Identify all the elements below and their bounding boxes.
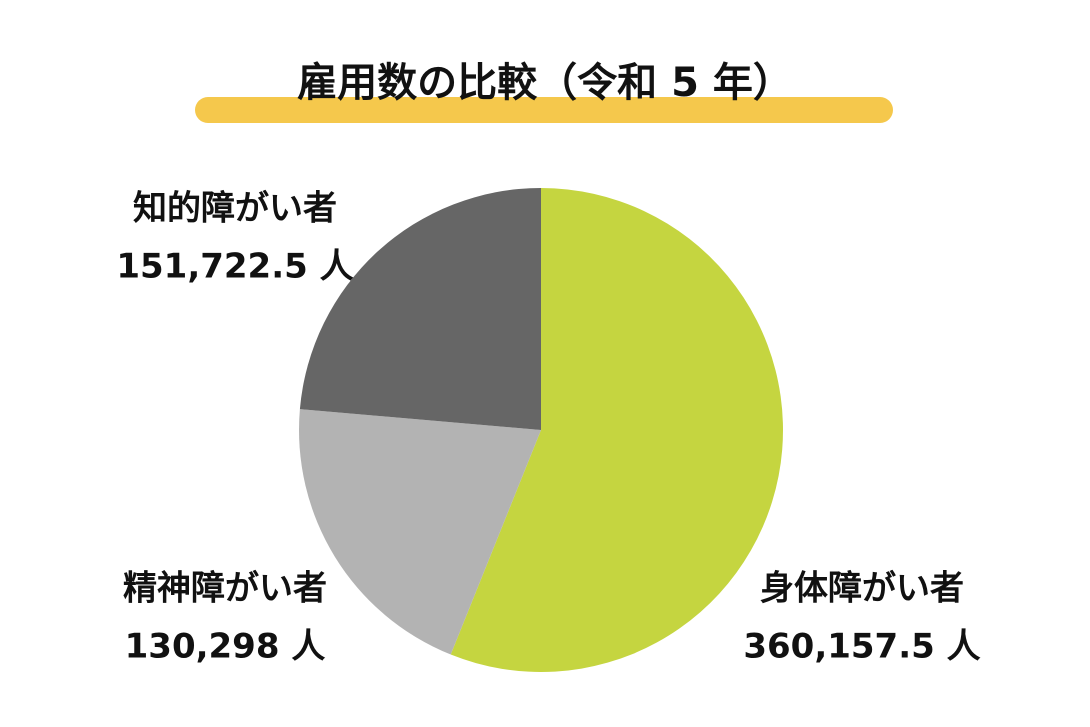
slice-category-label: 精神障がい者	[123, 569, 327, 609]
pie-slice	[450, 187, 784, 673]
chart-title: 雇用数の比較（令和 5 年）	[297, 60, 793, 106]
slice-value-label: 151,722.5 人	[116, 247, 353, 287]
slice-value-label: 360,157.5 人	[743, 627, 980, 667]
pie-slice	[298, 409, 541, 655]
title-highlight	[195, 97, 893, 123]
slice-category-label: 知的障がい者	[133, 189, 337, 229]
slice-category-label: 身体障がい者	[760, 569, 964, 609]
slice-value-label: 130,298 人	[125, 627, 326, 667]
pie-slice	[299, 188, 541, 430]
